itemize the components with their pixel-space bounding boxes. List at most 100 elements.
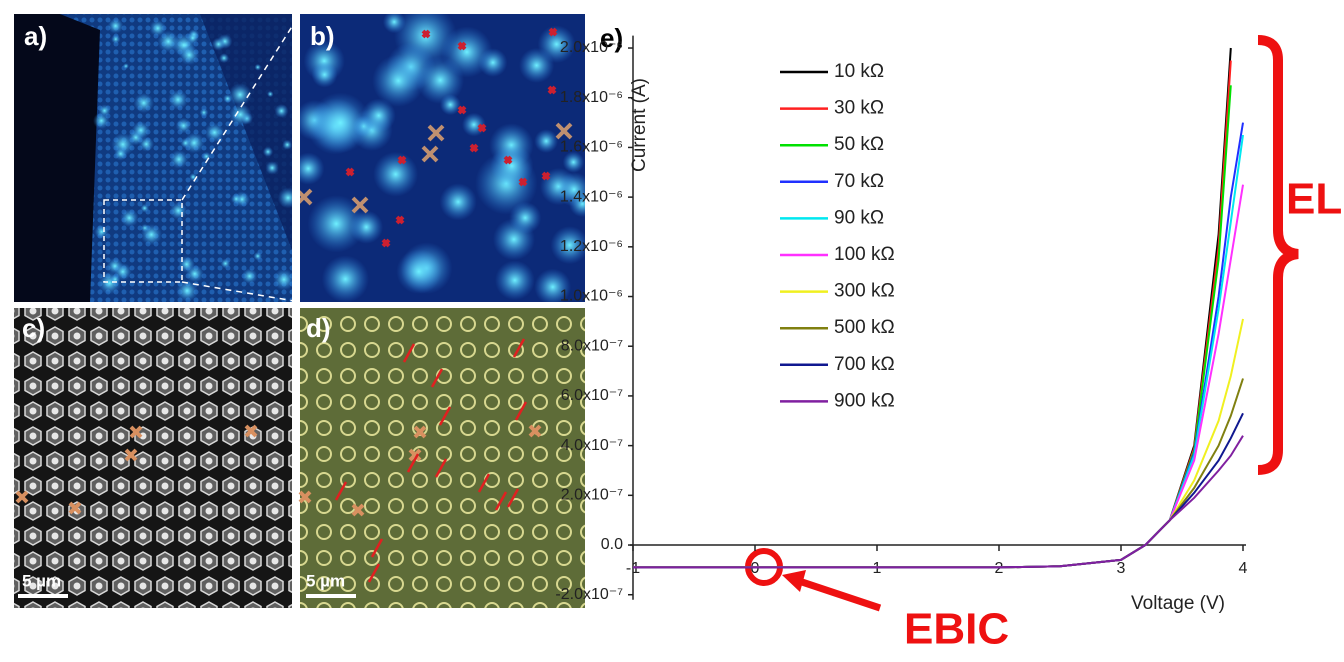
emission-spot — [461, 112, 486, 137]
panel-label: c) — [22, 313, 45, 343]
arrow — [370, 538, 384, 558]
marker — [477, 123, 487, 133]
emission-spot — [265, 161, 279, 175]
marker — [421, 145, 439, 163]
arrow — [402, 343, 416, 363]
emission-spot — [94, 224, 109, 239]
annotation: EBIC — [904, 605, 1009, 654]
zoom-line — [181, 281, 301, 303]
el-bracket — [1257, 35, 1299, 475]
series-line — [633, 85, 1232, 569]
panel-label: a) — [24, 21, 47, 51]
marker — [408, 448, 422, 462]
emission-spot — [113, 147, 128, 161]
emission-spot — [122, 63, 129, 70]
marker — [244, 424, 258, 438]
emission-spot — [180, 137, 192, 149]
marker — [351, 196, 369, 214]
emission-spot — [169, 201, 188, 220]
emission-spot — [131, 121, 151, 140]
legend-label: 500 kΩ — [834, 317, 895, 338]
marker — [541, 171, 551, 181]
y-tick-label: -2.0x10⁻⁷ — [555, 586, 623, 603]
y-tick-label: 1.8x10⁻⁶ — [560, 89, 623, 106]
marker — [518, 177, 528, 187]
emission-spot — [396, 249, 442, 295]
emission-spot — [254, 63, 262, 71]
emission-spot — [169, 150, 189, 169]
marker — [555, 122, 573, 140]
emission-spot — [230, 193, 242, 205]
marker — [397, 155, 407, 165]
emission-spot — [185, 264, 204, 283]
marker — [124, 448, 138, 462]
emission-spot — [439, 183, 477, 221]
arrow — [430, 368, 444, 388]
emission-spot — [372, 54, 425, 107]
emission-spot — [157, 30, 180, 53]
series-line — [633, 184, 1244, 569]
x-tick-label: 4 — [1239, 560, 1248, 577]
emission-spot — [509, 201, 542, 234]
emission-spot — [537, 25, 576, 64]
marker — [503, 155, 513, 165]
panel-d: d) 5 µm — [298, 308, 585, 608]
sem-image — [14, 308, 292, 608]
x-tick-label: 3 — [1117, 560, 1126, 577]
dark-region — [200, 14, 292, 250]
series-line — [633, 318, 1244, 569]
emission-spot — [113, 262, 132, 281]
x-tick-label: 1 — [873, 560, 882, 577]
legend-label: 70 kΩ — [834, 171, 884, 192]
emission-spot — [441, 26, 493, 78]
ebic-arrow — [794, 576, 882, 612]
emission-spot — [149, 19, 167, 37]
emission-spot — [229, 103, 252, 126]
emission-spot — [140, 203, 150, 213]
emission-spot — [241, 268, 258, 285]
emission-spot — [111, 34, 121, 44]
marker — [395, 215, 405, 225]
dark-region — [14, 14, 100, 302]
marker — [351, 503, 365, 517]
y-tick-label: 1.4x10⁻⁶ — [560, 188, 623, 205]
annotation: EL — [1286, 175, 1342, 224]
scale-bar-label: 5 µm — [22, 571, 61, 590]
emission-spot — [178, 44, 200, 66]
x-tick-label: -1 — [626, 560, 640, 577]
emission-spot — [274, 104, 289, 118]
emission-spot — [534, 129, 559, 153]
x-tick-label: 2 — [995, 560, 1004, 577]
marker — [298, 490, 312, 504]
emission-spot — [168, 89, 189, 110]
panel-a: a) — [14, 13, 301, 303]
series-line — [633, 435, 1244, 569]
series-line — [633, 60, 1232, 569]
emission-spot — [273, 268, 292, 291]
marker — [427, 124, 445, 142]
arrow — [367, 563, 381, 583]
arrow — [438, 406, 452, 426]
x-axis-title: Voltage (V) — [1131, 593, 1225, 614]
emission-spot — [307, 195, 365, 253]
emission-spot — [253, 251, 263, 261]
arrow — [506, 488, 520, 508]
emission-spot — [321, 255, 370, 302]
ebic-arrowhead — [782, 570, 806, 592]
y-tick-label: 1.6x10⁻⁶ — [560, 139, 623, 156]
series-line — [633, 122, 1244, 569]
legend-label: 10 kΩ — [834, 61, 884, 82]
emission-spot — [211, 37, 226, 51]
arrow — [406, 453, 420, 473]
legend-label: 50 kΩ — [834, 134, 884, 155]
emission-spot — [219, 53, 230, 64]
y-tick-label: 2.0x10⁻⁶ — [560, 39, 623, 56]
zoom-line — [181, 13, 301, 201]
emission-spot — [204, 122, 225, 143]
emission-spot — [133, 92, 154, 114]
emission-spot — [140, 223, 163, 246]
marker — [547, 85, 557, 95]
emission-spot — [201, 151, 212, 162]
y-axis-title: Current (A) — [629, 78, 650, 172]
